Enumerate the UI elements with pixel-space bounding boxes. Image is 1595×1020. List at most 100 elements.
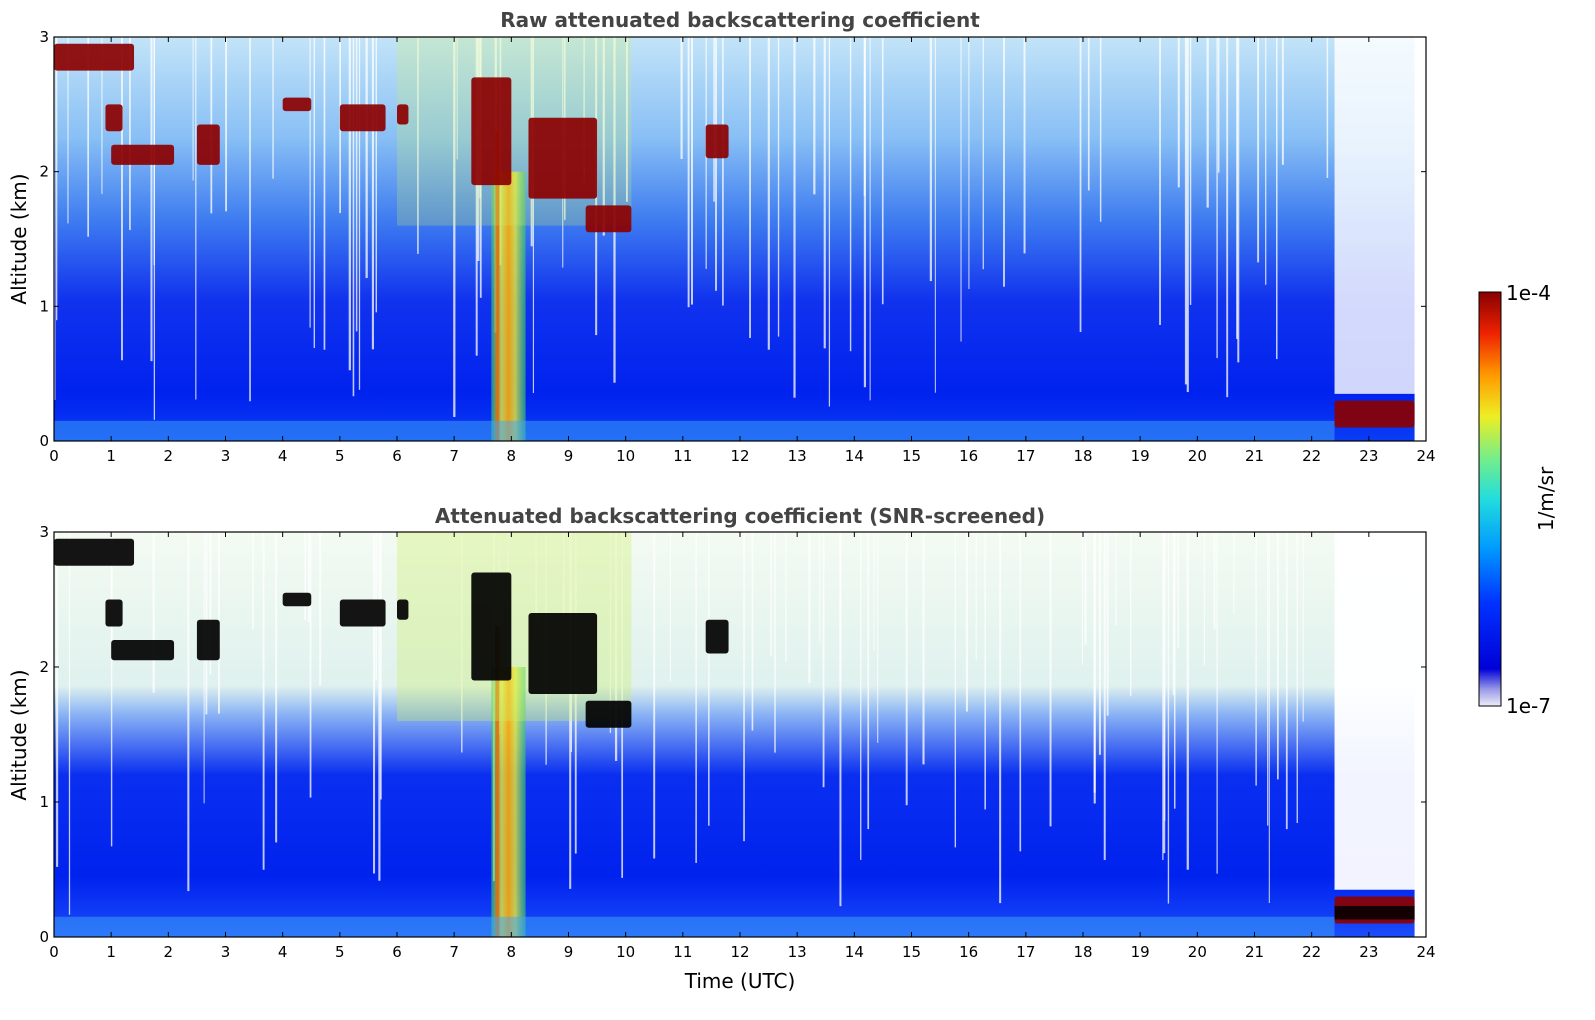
- dropout-streak: [743, 532, 745, 842]
- y-tick-label: 1: [39, 297, 49, 315]
- x-tick-label: 19: [1131, 943, 1150, 961]
- dropout-streak: [365, 37, 368, 279]
- cloud-echo: [528, 117, 598, 199]
- dropout-streak: [687, 37, 690, 308]
- x-tick-label: 4: [278, 943, 288, 961]
- dropout-streak: [309, 37, 311, 328]
- dropout-streak: [1162, 532, 1164, 861]
- dropout-streak: [54, 37, 56, 400]
- plume-core: [495, 626, 500, 937]
- x-tick-label: 18: [1073, 943, 1092, 961]
- x-tick-label: 16: [959, 447, 978, 465]
- dropout-streak: [67, 37, 69, 224]
- dropout-streak: [1079, 37, 1082, 332]
- dropout-streak: [562, 532, 565, 620]
- cloud-echo: [196, 124, 220, 165]
- x-tick-label: 22: [1302, 943, 1321, 961]
- dropout-streak: [583, 37, 585, 183]
- dropout-streak: [1087, 37, 1090, 191]
- axis-ticks-raw: 0 1 2 3 4 5 6 7 8 9 10 11 12 13 14 15 16 17 18 19 20 21 22 23 24…: [39, 28, 1435, 465]
- dropout-streak: [532, 37, 535, 394]
- cloud-echo: [282, 592, 312, 607]
- dropout-streak: [975, 532, 977, 660]
- dropout-streak: [453, 37, 456, 417]
- dropout-streak: [1216, 532, 1218, 874]
- surface-layer: [54, 916, 1335, 937]
- x-tick-label: 12: [730, 943, 749, 961]
- boundary-layer-echo: [1334, 400, 1415, 428]
- panel-title-screened: Attenuated backscattering coefficient (S…: [435, 504, 1045, 528]
- dropout-streak: [1098, 532, 1101, 755]
- heatmap-screened-background: [54, 532, 1426, 937]
- surface-layer: [54, 420, 1335, 441]
- dropout-streak: [819, 532, 821, 644]
- y-tick-label: 2: [39, 658, 49, 676]
- dropout-streak: [1177, 37, 1180, 188]
- x-tick-label: 11: [673, 943, 692, 961]
- dropout-streak: [1237, 37, 1240, 363]
- dropout-streak: [379, 532, 382, 800]
- x-tick-label: 12: [730, 447, 749, 465]
- heatmap-raw: [54, 37, 1426, 441]
- dropout-streak: [751, 532, 754, 731]
- dropout-streak: [1226, 37, 1229, 398]
- cloud-echo: [471, 572, 512, 681]
- dropout-streak: [456, 37, 458, 160]
- x-tick-label: 3: [221, 447, 231, 465]
- dropout-streak: [669, 532, 671, 682]
- dropout-streak: [1285, 532, 1288, 830]
- dropout-streak: [1159, 37, 1161, 325]
- dropout-streak: [461, 532, 463, 753]
- y-axis-label-raw: Altitude (km): [7, 173, 31, 304]
- x-tick-label: 1: [106, 943, 116, 961]
- dropout-streak: [203, 532, 205, 804]
- x-tick-label: 2: [164, 447, 174, 465]
- x-tick-label: 24: [1416, 447, 1435, 465]
- cloud-echo: [471, 77, 512, 186]
- dropout-streak: [535, 532, 538, 641]
- dropout-streak: [1213, 532, 1216, 630]
- dropout-streak: [1233, 532, 1235, 614]
- colorbar: 1e-4 1e-7 1/m/sr: [1478, 281, 1558, 718]
- dropout-streak: [1115, 532, 1117, 626]
- dropout-streak: [225, 37, 228, 212]
- dropout-streak: [929, 37, 932, 282]
- dropout-streak: [999, 532, 1002, 904]
- dropout-streak: [323, 37, 326, 350]
- dropout-streak: [1184, 37, 1188, 385]
- x-tick-label: 13: [788, 943, 807, 961]
- dropout-streak: [1216, 37, 1218, 359]
- dropout-streak: [319, 532, 322, 686]
- dropout-streak: [982, 37, 984, 270]
- dropout-streak: [1081, 532, 1083, 665]
- colorbar-gradient: [1478, 291, 1502, 707]
- y-tick-label: 3: [39, 28, 49, 46]
- cloud-echo: [339, 599, 386, 627]
- x-tick-label: 14: [845, 447, 864, 465]
- dropout-streak: [813, 37, 816, 195]
- cloud-echo: [339, 104, 386, 132]
- dropout-streak: [1099, 37, 1102, 222]
- dropout-streak: [922, 532, 925, 765]
- x-tick-label: 4: [278, 447, 288, 465]
- x-tick-label: 1: [106, 447, 116, 465]
- dropout-streak: [1281, 37, 1284, 165]
- dropout-streak: [56, 532, 59, 867]
- cloud-echo: [282, 97, 312, 112]
- dropout-streak: [877, 532, 879, 743]
- dropout-streak: [881, 37, 884, 305]
- x-tick-label: 19: [1131, 447, 1150, 465]
- dropout-streak: [1265, 37, 1267, 285]
- x-tick-label: 2: [164, 943, 174, 961]
- dropout-streak: [1084, 532, 1087, 645]
- dropout-streak: [808, 532, 811, 684]
- dropout-streak: [968, 37, 970, 290]
- dropout-streak: [375, 37, 378, 313]
- dropout-streak: [823, 37, 826, 349]
- dropout-streak: [869, 37, 871, 401]
- dropout-streak: [873, 532, 875, 652]
- dropout-streak: [1236, 37, 1238, 340]
- dropout-streak: [774, 532, 776, 753]
- dropout-streak: [1186, 37, 1189, 393]
- heatmap-raw-background: [54, 37, 1426, 441]
